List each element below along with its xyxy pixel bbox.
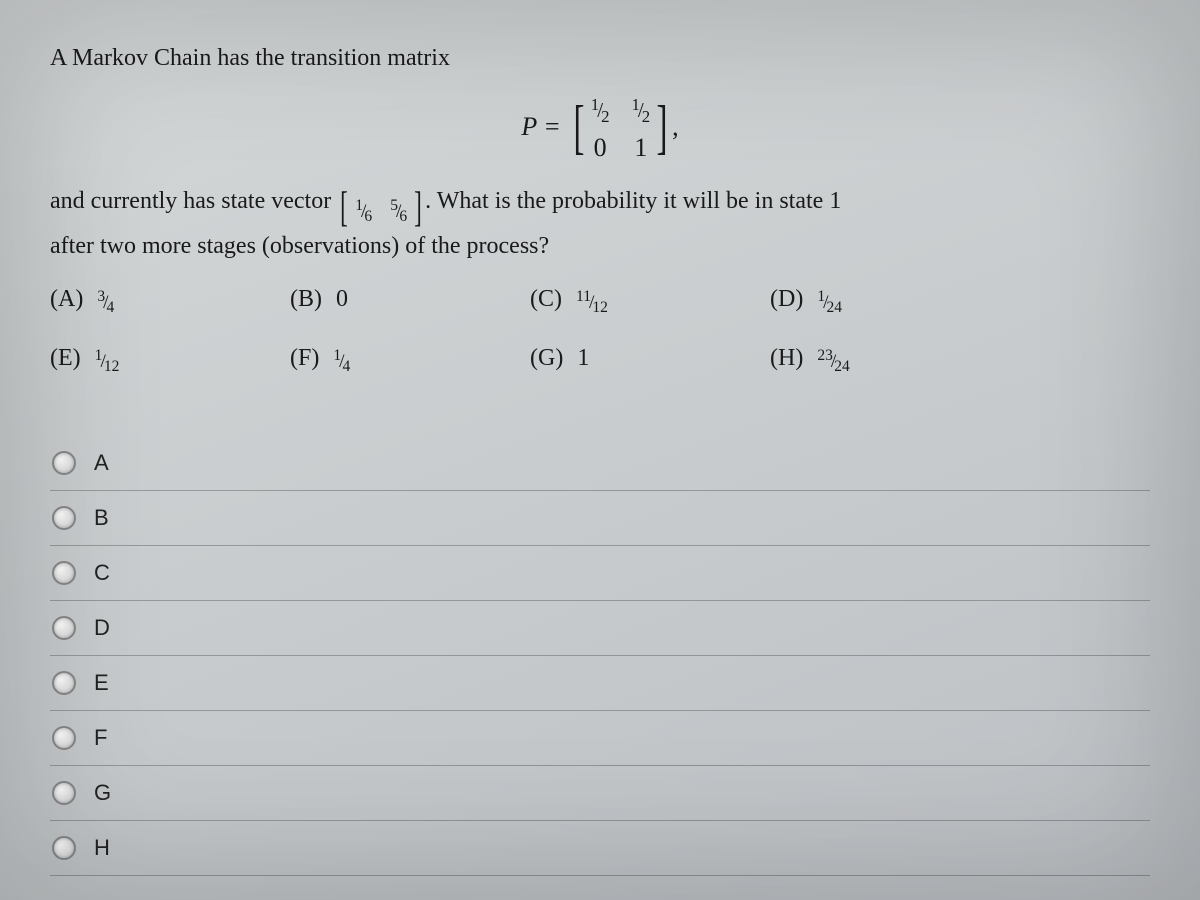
choice: (A)3/4	[50, 286, 210, 317]
choice: (D)1/24	[770, 286, 930, 317]
answer-option-e[interactable]: E	[50, 656, 1150, 711]
answer-option-a[interactable]: A	[50, 436, 1150, 491]
state-vector: [ 1/65/6 ]	[337, 189, 425, 227]
radio-icon[interactable]	[52, 561, 76, 585]
question-line-1: A Markov Chain has the transition matrix	[50, 40, 1150, 76]
answer-option-label: E	[94, 670, 109, 696]
choice: (F)1/4	[290, 345, 450, 376]
answer-option-list: A B C D E F G H	[50, 436, 1150, 876]
radio-icon[interactable]	[52, 836, 76, 860]
matrix-cell: 1/2	[631, 92, 650, 127]
choice: (E)1/12	[50, 345, 210, 376]
question-line-2: and currently has state vector [ 1/65/6 …	[50, 183, 1150, 228]
answer-option-label: G	[94, 780, 111, 806]
matrix-cell: 0	[591, 133, 610, 163]
answer-option-label: B	[94, 505, 109, 531]
answer-option-label: A	[94, 450, 109, 476]
matrix-cell: 1	[631, 133, 650, 163]
vector-cell: 5/6	[390, 189, 407, 227]
answer-option-b[interactable]: B	[50, 491, 1150, 546]
answer-choices-grid: (A)3/4 (B)0 (C)11/12 (D)1/24 (E)1/12 (F)1/4 (G…	[50, 286, 1150, 376]
answer-option-f[interactable]: F	[50, 711, 1150, 766]
answer-option-g[interactable]: G	[50, 766, 1150, 821]
radio-icon[interactable]	[52, 671, 76, 695]
vector-cell: 1/6	[355, 189, 372, 227]
answer-option-label: D	[94, 615, 110, 641]
choice: (H)23/24	[770, 345, 930, 376]
answer-option-label: F	[94, 725, 107, 751]
question-line-3: after two more stages (observations) of …	[50, 228, 1150, 264]
choice: (C)11/12	[530, 286, 690, 317]
matrix-label: P =	[521, 112, 560, 142]
matrix-trailing: ,	[672, 112, 679, 142]
answer-option-d[interactable]: D	[50, 601, 1150, 656]
radio-icon[interactable]	[52, 726, 76, 750]
answer-option-label: C	[94, 560, 110, 586]
radio-icon[interactable]	[52, 781, 76, 805]
answer-option-label: H	[94, 835, 110, 861]
radio-icon[interactable]	[52, 616, 76, 640]
answer-option-h[interactable]: H	[50, 821, 1150, 876]
transition-matrix: P = [ 1/21/201 ] ,	[50, 90, 1150, 165]
radio-icon[interactable]	[52, 506, 76, 530]
matrix-cell: 1/2	[591, 92, 610, 127]
choice: (B)0	[290, 286, 450, 317]
radio-icon[interactable]	[52, 451, 76, 475]
choice: (G)1	[530, 345, 690, 376]
answer-option-c[interactable]: C	[50, 546, 1150, 601]
